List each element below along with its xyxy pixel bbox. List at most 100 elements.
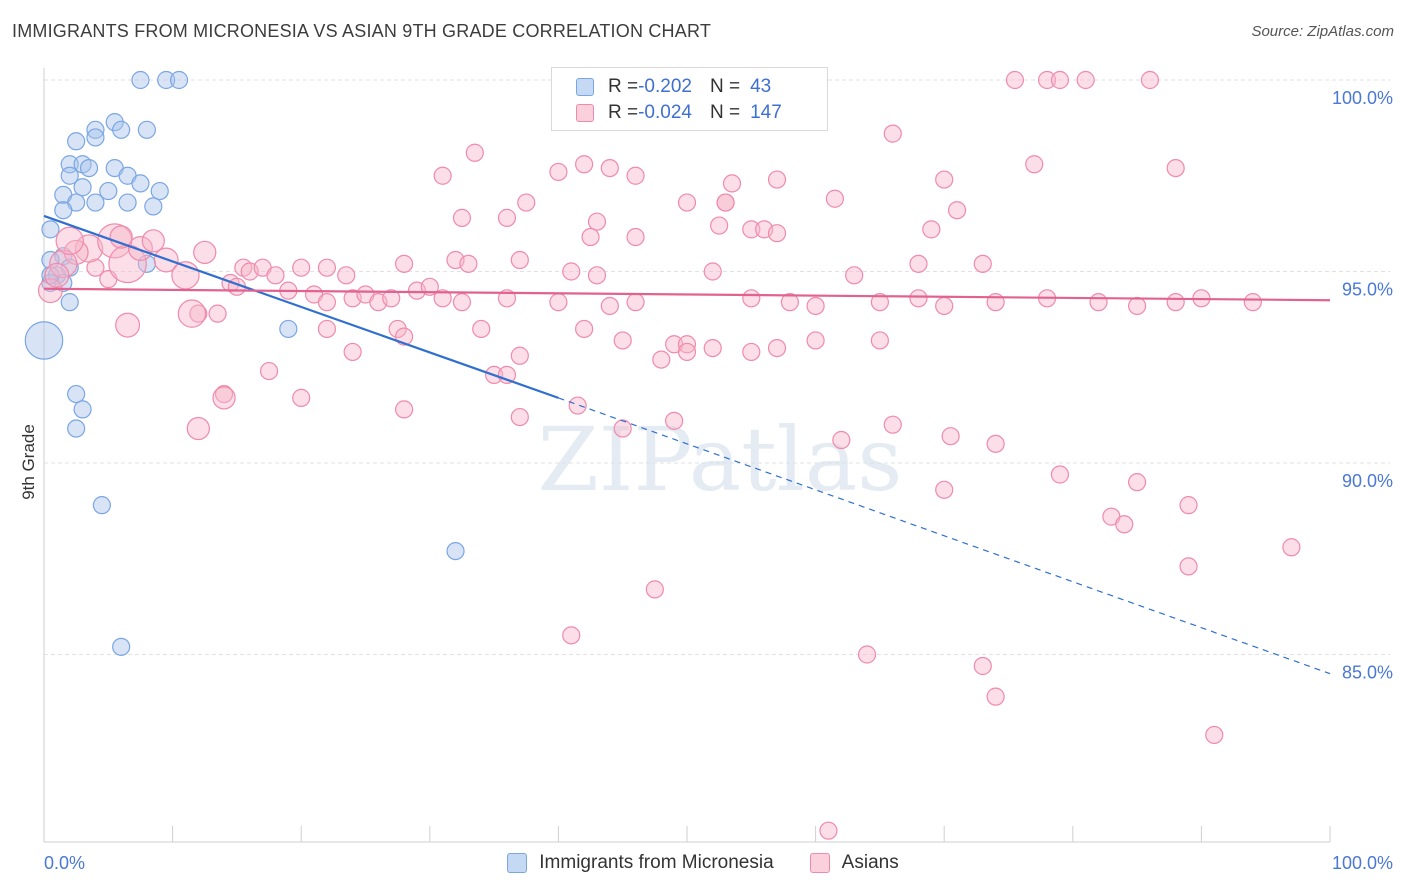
stats-legend: R = -0.202 N = 43 R = -0.024 N = 147 [551, 67, 828, 131]
point-asians [587, 266, 607, 285]
point-asians [517, 193, 536, 212]
point-asians [562, 262, 581, 281]
point-micronesia [86, 120, 105, 139]
point-asians [1005, 70, 1025, 90]
y-tick-label: 90.0% [1342, 471, 1393, 491]
point-asians [259, 361, 279, 381]
point-asians [186, 416, 210, 441]
point-asians [214, 384, 234, 404]
point-asians [652, 350, 671, 369]
point-asians [626, 293, 645, 312]
point-asians [317, 319, 337, 339]
point-asians [37, 278, 63, 304]
point-asians [562, 626, 581, 645]
legend-swatch-micronesia [576, 78, 594, 96]
point-asians [703, 262, 722, 281]
point-asians [568, 396, 587, 415]
point-asians [626, 166, 645, 185]
point-asians [677, 335, 697, 354]
legend-n-value: 43 [750, 76, 772, 97]
point-micronesia [92, 496, 111, 515]
point-asians [1282, 538, 1301, 557]
point-asians [49, 249, 78, 279]
watermark: ZIPatlas [538, 408, 903, 511]
point-micronesia [112, 120, 131, 139]
point-asians [832, 430, 851, 450]
point-micronesia [157, 70, 176, 90]
point-micronesia [67, 132, 86, 151]
legend-n-label: N = [709, 102, 741, 123]
point-asians [86, 258, 105, 277]
point-asians [1089, 293, 1108, 312]
point-micronesia [131, 70, 150, 90]
point-micronesia [150, 181, 169, 201]
point-micronesia [54, 201, 73, 220]
point-asians [613, 419, 632, 438]
point-asians [382, 289, 401, 308]
point-asians [587, 212, 607, 231]
point-asians [1205, 725, 1224, 745]
point-micronesia [118, 193, 137, 212]
source-label: Source: ZipAtlas.com [1251, 23, 1394, 40]
point-micronesia [67, 419, 86, 438]
point-asians [973, 254, 992, 273]
point-asians [472, 319, 491, 339]
point-asians [212, 386, 236, 410]
point-asians [549, 293, 568, 312]
point-asians [973, 656, 992, 676]
point-asians [452, 208, 472, 227]
point-asians [497, 289, 517, 308]
point-asians [941, 427, 960, 446]
point-micronesia [79, 158, 99, 178]
point-asians [986, 687, 1005, 706]
point-micronesia [86, 193, 105, 212]
point-asians [1179, 496, 1198, 515]
trend-line-micronesia [43, 214, 559, 399]
point-micronesia [279, 319, 298, 339]
point-asians [115, 312, 141, 338]
point-asians [780, 293, 799, 312]
point-asians [600, 158, 619, 178]
legend-r-label: R = [608, 102, 639, 123]
point-asians [767, 224, 787, 243]
legend-swatch-asians [809, 853, 830, 873]
point-asians [613, 331, 632, 350]
point-asians [935, 296, 954, 316]
legend-item-asians[interactable]: Asians [809, 852, 899, 874]
point-micronesia [169, 70, 189, 90]
y-tick-label: 100.0% [1332, 88, 1393, 108]
chart-title: IMMIGRANTS FROM MICRONESIA VS ASIAN 9TH … [12, 21, 712, 41]
point-asians [55, 226, 84, 256]
point-asians [394, 400, 414, 419]
point-asians [452, 293, 472, 312]
point-asians [1127, 473, 1147, 492]
point-micronesia [73, 400, 92, 419]
point-asians [1243, 293, 1262, 312]
legend-label-asians: Asians [841, 852, 899, 873]
point-asians [922, 220, 941, 239]
legend-item-micronesia[interactable]: Immigrants from Micronesia [507, 852, 774, 874]
legend-r-label: R = [608, 76, 639, 97]
legend-swatch-asians [576, 104, 594, 122]
point-asians [935, 170, 954, 189]
point-micronesia [60, 166, 79, 185]
point-micronesia [99, 181, 118, 201]
legend-n-value: 147 [750, 102, 782, 123]
point-asians [189, 304, 208, 323]
point-asians [109, 225, 133, 249]
point-asians [208, 304, 227, 323]
point-asians [857, 645, 877, 664]
point-asians [317, 258, 337, 277]
point-micronesia [41, 220, 60, 239]
point-asians [510, 407, 529, 427]
legend-r-value: -0.202 [638, 76, 692, 97]
point-asians [935, 480, 954, 499]
y-axis-label: 9th Grade [19, 424, 38, 500]
y-tick-label: 85.0% [1342, 663, 1393, 683]
point-micronesia [67, 384, 86, 404]
point-asians [742, 342, 761, 362]
point-asians [581, 227, 600, 247]
point-asians [722, 174, 742, 193]
legend-n-label: N = [709, 76, 741, 97]
